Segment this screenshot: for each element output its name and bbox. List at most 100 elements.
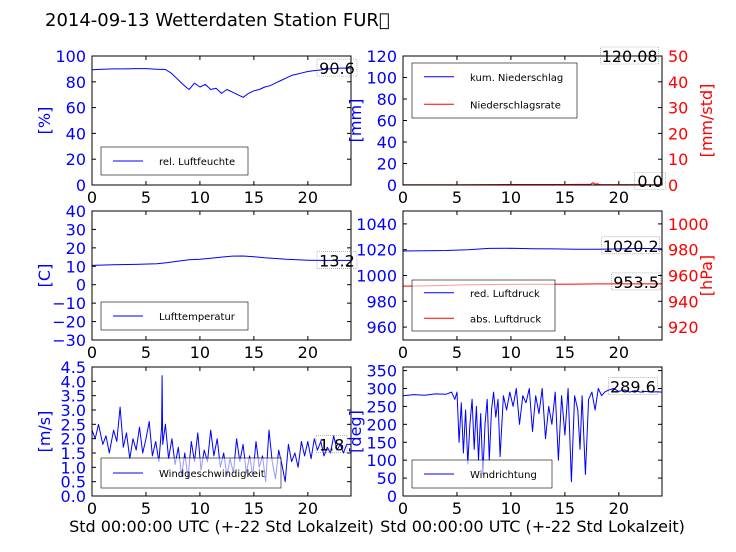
y-right-tick-label: 20 — [668, 124, 688, 143]
x-tick-label: 20 — [609, 499, 629, 518]
y-tick-label: 0 — [387, 176, 397, 195]
y-tick-label: 1000 — [356, 267, 397, 286]
x-tick-label: 5 — [141, 188, 151, 207]
series-line-0 — [402, 247, 663, 252]
y-tick-label: 100 — [366, 451, 397, 470]
plot-frame — [402, 55, 663, 186]
x-tick-label: 20 — [609, 188, 629, 207]
x-tick-label: 10 — [190, 499, 210, 518]
x-tick-label: 0 — [398, 343, 408, 362]
y-tick-label: 1.5 — [61, 444, 86, 463]
y-axis-label: [m/s] — [35, 411, 54, 453]
series-line-0 — [91, 375, 351, 483]
y-right-tick-label: 50 — [668, 47, 688, 66]
legend-label: kum. Niederschlag — [470, 73, 563, 84]
annotation-box — [608, 377, 658, 396]
annotation-box — [316, 251, 358, 269]
y-tick-label: 60 — [66, 99, 86, 118]
legend-label: Windrichtung — [470, 470, 537, 481]
y-tick-label: 30 — [66, 220, 86, 239]
plot-frame — [91, 55, 352, 186]
legend-label: Lufttemperatur — [159, 312, 236, 323]
x-tick-label: 10 — [190, 188, 210, 207]
value-annotation: 0.0 — [637, 172, 662, 191]
y-tick-label: 1040 — [356, 215, 397, 234]
temperature-panel: 0 5 10 15 20−30−20−10010203040[C]Lufttempera… — [35, 202, 358, 362]
x-tick-label: 5 — [452, 343, 462, 362]
y-axis-label: [C] — [35, 264, 54, 288]
y-tick-label: 4.5 — [61, 358, 86, 377]
x-tick-label: 15 — [244, 188, 264, 207]
y-tick-label: 20 — [66, 239, 86, 258]
series-line-0 — [91, 67, 351, 98]
y-right-axis-label: [mm/std] — [697, 84, 716, 158]
y-tick-label: −20 — [52, 313, 86, 332]
y-right-tick-label: 960 — [668, 267, 699, 286]
legend-label: rel. Luftfeuchte — [159, 157, 235, 168]
y-tick-label: 200 — [366, 415, 397, 434]
wind-speed-panel: 0 5 10 15 20 0.00.51.01.52.02.53.03.54.04.5 [m… — [35, 358, 374, 536]
x-axis-label: Std 00:00:00 UTC (+-22 Std Lokalzeit) — [69, 517, 374, 536]
x-tick-label: 15 — [555, 343, 575, 362]
value-annotation: 13.2 — [319, 251, 355, 270]
x-tick-label: 10 — [501, 499, 521, 518]
y-tick-label: 40 — [377, 133, 397, 152]
y-tick-label: 80 — [66, 73, 86, 92]
y-tick-label: 20 — [377, 155, 397, 174]
x-tick-label: 20 — [298, 343, 318, 362]
y-tick-label: 1.0 — [61, 458, 86, 477]
y-tick-label: 80 — [377, 90, 397, 109]
x-tick-label: 10 — [501, 188, 521, 207]
y-right-axis-label: [hPa] — [697, 255, 716, 296]
x-tick-label: 0 — [87, 343, 97, 362]
y-axis-label: [deg] — [346, 410, 365, 453]
x-tick-label: 15 — [244, 343, 264, 362]
y-tick-label: 2.0 — [61, 430, 86, 449]
value-annotation: 953.5 — [613, 273, 659, 292]
y-right-tick-label: 30 — [668, 99, 688, 118]
x-tick-label: 15 — [555, 188, 575, 207]
y-tick-label: 100 — [55, 47, 86, 66]
y-tick-label: 0.0 — [61, 487, 86, 506]
x-tick-label: 5 — [452, 188, 462, 207]
y-tick-label: 50 — [377, 469, 397, 488]
x-tick-label: 0 — [398, 188, 408, 207]
pressure-panel: 0 5 10 15 20 960 980 1000 1020 1040 920 940 960 980 10… — [356, 210, 716, 362]
y-tick-label: 300 — [366, 380, 397, 399]
x-tick-label: 20 — [298, 188, 318, 207]
x-tick-label: 0 — [87, 188, 97, 207]
y-tick-label: 150 — [366, 433, 397, 452]
y-right-tick-label: 1000 — [668, 215, 709, 234]
y-tick-label: 10 — [66, 257, 86, 276]
figure-title: 2014-09-13 Wetterdaten Station FUR  — [45, 10, 390, 31]
y-tick-label: 20 — [66, 150, 86, 169]
annotation-box — [600, 46, 659, 65]
plot-frame — [91, 210, 352, 341]
plot-frame — [91, 366, 352, 497]
y-axis-label: [%] — [35, 107, 54, 135]
legend-label: Windgeschwindigkeit — [159, 469, 265, 480]
y-tick-label: 3.5 — [61, 387, 86, 406]
plot-frame — [402, 210, 663, 341]
x-tick-label: 20 — [609, 343, 629, 362]
y-right-tick-label: 920 — [668, 318, 699, 337]
y-tick-label: 1020 — [356, 241, 397, 260]
series-line-1 — [403, 182, 663, 186]
legend-label: Niederschlagsrate — [470, 100, 561, 111]
legend-label: red. Luftdruck — [470, 289, 540, 300]
y-tick-label: 3.0 — [61, 401, 86, 420]
y-tick-label: 4.0 — [61, 372, 86, 391]
x-tick-label: 10 — [190, 343, 210, 362]
legend-box — [411, 62, 578, 119]
y-tick-label: 40 — [66, 124, 86, 143]
y-tick-label: 0 — [76, 276, 86, 295]
y-right-tick-label: 980 — [668, 241, 699, 260]
y-tick-label: 960 — [366, 318, 397, 337]
legend-label: abs. Luftdruck — [470, 314, 541, 325]
value-annotation: 1.8 — [319, 435, 344, 454]
x-tick-label: 5 — [141, 499, 151, 518]
